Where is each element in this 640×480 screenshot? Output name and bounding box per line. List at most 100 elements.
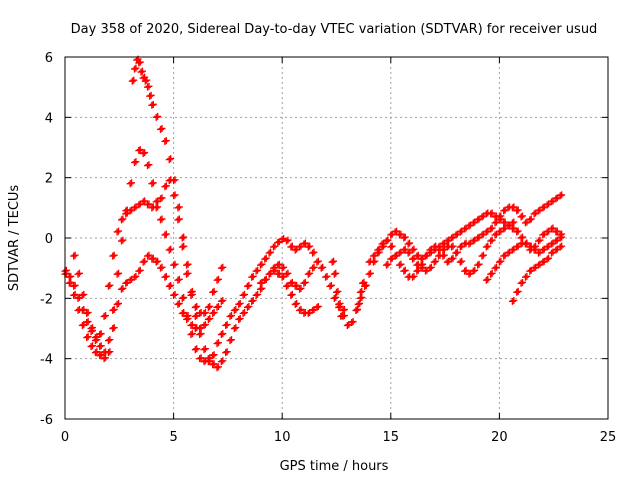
data-point	[448, 243, 456, 251]
y-axis-label: SDTVAR / TECUs	[7, 185, 22, 292]
data-point	[270, 243, 278, 251]
data-point	[162, 272, 170, 280]
data-point	[491, 219, 499, 227]
data-point	[409, 255, 417, 263]
data-point	[484, 275, 492, 283]
data-point	[70, 282, 78, 290]
data-point	[556, 192, 564, 200]
data-point	[313, 303, 321, 311]
data-point	[136, 146, 144, 154]
series-2	[70, 146, 318, 366]
data-point	[469, 219, 477, 227]
y-tick-label: 4	[45, 111, 53, 126]
data-point	[171, 191, 179, 199]
data-point	[110, 251, 118, 259]
data-point	[132, 272, 140, 280]
data-point	[336, 299, 344, 307]
data-point	[406, 248, 414, 256]
data-point	[491, 264, 499, 272]
data-point	[548, 240, 556, 248]
data-point	[200, 321, 208, 329]
data-point	[256, 261, 264, 269]
data-point	[167, 245, 175, 253]
data-point	[226, 337, 234, 345]
data-point	[330, 257, 338, 265]
data-point	[449, 254, 457, 262]
series-6	[365, 191, 566, 281]
data-point	[422, 252, 430, 260]
data-point	[258, 284, 266, 292]
data-point	[62, 269, 70, 277]
data-point	[517, 234, 525, 242]
data-point	[115, 299, 123, 307]
data-point	[248, 297, 256, 305]
data-point	[239, 309, 247, 317]
data-point	[70, 291, 78, 299]
data-point	[309, 306, 317, 314]
data-point	[232, 306, 240, 313]
series-1	[61, 176, 227, 342]
data-point	[196, 355, 204, 363]
data-point	[214, 339, 222, 347]
data-point	[475, 260, 483, 268]
data-point	[430, 243, 438, 251]
data-point	[287, 243, 295, 251]
data-point	[508, 204, 516, 212]
data-point	[283, 282, 291, 290]
data-point	[149, 254, 157, 262]
data-point	[553, 227, 561, 235]
data-point	[275, 260, 283, 268]
data-point	[248, 273, 256, 281]
data-point	[495, 258, 503, 266]
data-point	[366, 269, 374, 277]
data-point	[283, 237, 291, 245]
data-point	[148, 101, 156, 109]
data-point	[448, 255, 456, 263]
data-point	[130, 76, 138, 84]
data-point	[262, 275, 270, 283]
data-point	[110, 306, 118, 313]
data-point	[126, 180, 134, 188]
data-point	[432, 242, 440, 250]
data-point	[500, 225, 508, 233]
data-point	[474, 261, 482, 269]
data-point	[174, 216, 182, 224]
data-point	[395, 231, 403, 239]
data-point	[187, 321, 195, 329]
data-point	[219, 330, 227, 338]
data-point	[145, 251, 153, 259]
data-point	[310, 248, 318, 256]
data-point	[333, 288, 340, 296]
data-point	[419, 263, 427, 271]
data-point	[371, 251, 379, 259]
data-point	[196, 325, 204, 332]
data-point	[513, 207, 521, 215]
data-point	[128, 179, 136, 187]
data-point	[358, 293, 366, 301]
data-point	[552, 246, 560, 254]
data-point	[519, 233, 527, 241]
data-point	[388, 242, 396, 250]
data-point	[488, 269, 496, 277]
data-point	[187, 331, 195, 339]
data-point	[175, 215, 183, 223]
data-point	[196, 331, 204, 339]
data-point	[167, 155, 175, 163]
data-point	[93, 348, 101, 356]
data-point	[67, 272, 75, 280]
data-point	[510, 296, 518, 304]
data-point	[443, 237, 451, 245]
data-point	[209, 309, 217, 317]
data-point	[401, 245, 409, 253]
data-point	[332, 293, 340, 301]
data-point	[300, 279, 308, 287]
data-point	[404, 249, 412, 257]
data-point	[230, 306, 238, 314]
data-point	[188, 321, 196, 329]
data-point	[465, 222, 473, 230]
data-point	[213, 364, 221, 372]
data-point	[106, 348, 114, 356]
data-point	[274, 270, 282, 278]
data-point	[101, 354, 109, 362]
data-point	[191, 303, 199, 311]
